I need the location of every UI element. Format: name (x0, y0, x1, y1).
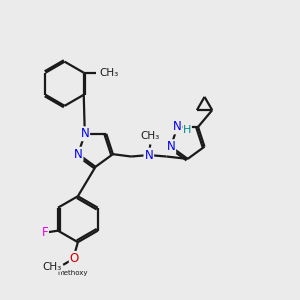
Text: O: O (70, 252, 79, 265)
Text: N: N (80, 127, 89, 140)
Text: F: F (41, 226, 48, 239)
Text: methoxy: methoxy (58, 269, 88, 275)
Text: CH₃: CH₃ (100, 68, 119, 78)
Text: N: N (144, 148, 153, 162)
Text: N: N (167, 140, 175, 153)
Text: CH₃: CH₃ (43, 262, 62, 272)
Text: H: H (183, 125, 192, 136)
Text: N: N (173, 120, 182, 134)
Text: CH₃: CH₃ (141, 131, 160, 141)
Text: N: N (74, 148, 82, 161)
